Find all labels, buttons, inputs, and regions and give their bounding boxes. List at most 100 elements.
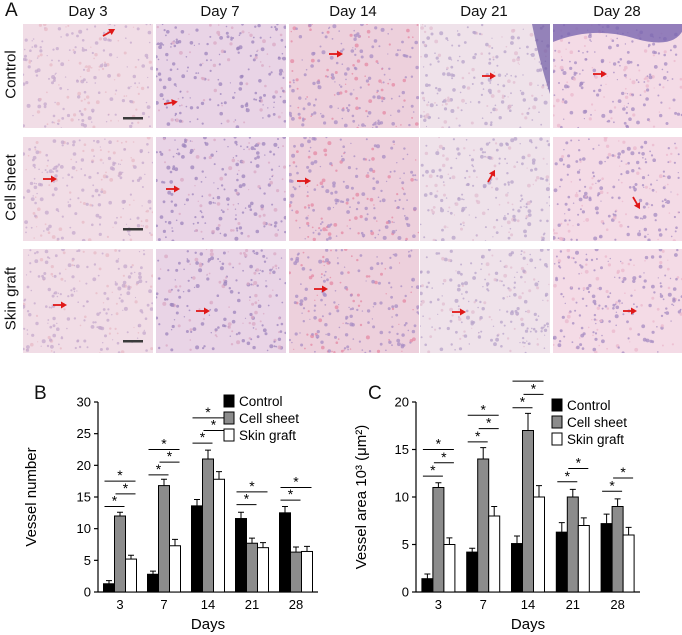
x-tick-label: 7 <box>480 597 487 612</box>
error-bar <box>238 511 244 519</box>
histology-tile <box>289 137 419 241</box>
day-label-21: Day 21 <box>460 3 508 20</box>
bar-cell-sheet <box>477 458 490 593</box>
histology-tile <box>420 137 550 241</box>
bar-cell-sheet <box>611 506 624 593</box>
error-bar <box>205 449 211 459</box>
panel-b-letter: B <box>34 383 47 404</box>
error-bar <box>424 573 431 579</box>
x-tick-label: 14 <box>521 597 535 612</box>
bar-skin-graft <box>533 496 545 593</box>
error-bar <box>580 517 587 526</box>
significance-star: * <box>205 404 211 420</box>
error-bar <box>625 526 632 535</box>
legend-label-skin-graft: Skin graft <box>239 428 296 443</box>
error-bar <box>150 570 156 575</box>
legend-label-control: Control <box>567 398 611 413</box>
bar-cell-sheet <box>290 551 302 593</box>
day-label-7: Day 7 <box>200 3 240 20</box>
bar-control <box>555 531 568 593</box>
bar-control <box>600 523 613 593</box>
bar-cell-sheet <box>202 458 214 593</box>
x-axis-title: Days <box>191 616 225 633</box>
x-tick-label: 3 <box>116 597 123 612</box>
panel-a-letter: A <box>5 0 18 21</box>
error-bar <box>304 545 310 552</box>
bar-control <box>421 578 434 593</box>
significance-star: * <box>288 486 294 502</box>
bar-skin-graft <box>622 534 635 593</box>
legend-swatch-cell-sheet <box>551 415 563 429</box>
significance-star: * <box>293 474 299 490</box>
significance-star: * <box>117 467 123 483</box>
legend-swatch-cell-sheet <box>223 411 235 425</box>
bar-control <box>191 505 203 593</box>
y-tick-label: 5 <box>84 553 91 568</box>
error-bar <box>558 522 565 533</box>
significance-star: * <box>112 493 118 509</box>
error-bar <box>194 499 200 506</box>
significance-star: * <box>244 491 250 507</box>
bar-skin-graft <box>301 550 313 593</box>
significance-star: * <box>156 461 162 477</box>
x-tick-label: 3 <box>435 597 442 612</box>
error-bar <box>603 513 610 524</box>
y-axis-title: Vessel number <box>23 447 40 546</box>
error-bar <box>569 488 576 497</box>
y-tick-label: 30 <box>77 395 91 410</box>
legend-label-cell-sheet: Cell sheet <box>239 411 299 426</box>
bar-skin-graft <box>169 545 181 593</box>
y-axis-title: Vessel area 10³ (μm²) <box>353 425 370 570</box>
significance-star: * <box>123 480 129 496</box>
error-bar <box>514 535 520 544</box>
significance-star: * <box>486 415 492 431</box>
histology-tile <box>289 249 419 353</box>
significance-star: * <box>436 436 442 452</box>
legend-swatch-skin-graft <box>551 432 563 446</box>
y-tick-label: 10 <box>77 521 91 536</box>
y-tick-label: 20 <box>395 395 409 410</box>
bar-cell-sheet <box>432 487 445 593</box>
bar-cell-sheet <box>522 430 534 593</box>
panel-c-letter: C <box>368 383 382 404</box>
error-bar <box>128 554 134 560</box>
error-bar <box>491 506 498 516</box>
histology-tile <box>23 24 153 128</box>
legend-label-cell-sheet: Cell sheet <box>567 415 627 430</box>
bar-skin-graft <box>577 525 590 593</box>
significance-star: * <box>200 429 206 445</box>
day-label-28: Day 28 <box>593 3 641 20</box>
error-bar <box>106 580 112 584</box>
day-label-14: Day 14 <box>329 3 377 20</box>
error-bar <box>480 447 487 459</box>
x-tick-label: 28 <box>610 597 624 612</box>
error-bar <box>216 471 222 480</box>
significance-star: * <box>609 477 615 493</box>
x-tick-label: 14 <box>201 597 215 612</box>
y-tick-label: 20 <box>77 458 91 473</box>
legend-label-control: Control <box>239 394 283 409</box>
bar-skin-graft <box>443 544 456 593</box>
significance-star: * <box>441 449 447 465</box>
bar-control <box>511 543 523 593</box>
x-tick-label: 7 <box>160 597 167 612</box>
bar-control <box>103 583 115 593</box>
bar-control <box>147 573 159 593</box>
significance-star: * <box>576 455 582 471</box>
x-axis-title: Days <box>511 616 545 633</box>
error-bar <box>435 482 442 488</box>
x-tick-label: 21 <box>566 597 580 612</box>
bar-skin-graft <box>257 547 269 593</box>
histology-tile <box>23 249 153 353</box>
y-tick-label: 5 <box>402 537 409 552</box>
significance-star: * <box>211 417 217 433</box>
legend-swatch-control <box>223 394 235 408</box>
legend-label-skin-graft: Skin graft <box>567 432 624 447</box>
y-tick-label: 0 <box>84 585 91 600</box>
row-label-skin-graft: Skin graft <box>2 266 20 331</box>
row-label-control: Control <box>2 50 20 99</box>
y-tick-label: 15 <box>395 442 409 457</box>
error-bar <box>282 506 288 513</box>
y-tick-label: 0 <box>402 585 409 600</box>
bar-cell-sheet <box>158 485 170 593</box>
